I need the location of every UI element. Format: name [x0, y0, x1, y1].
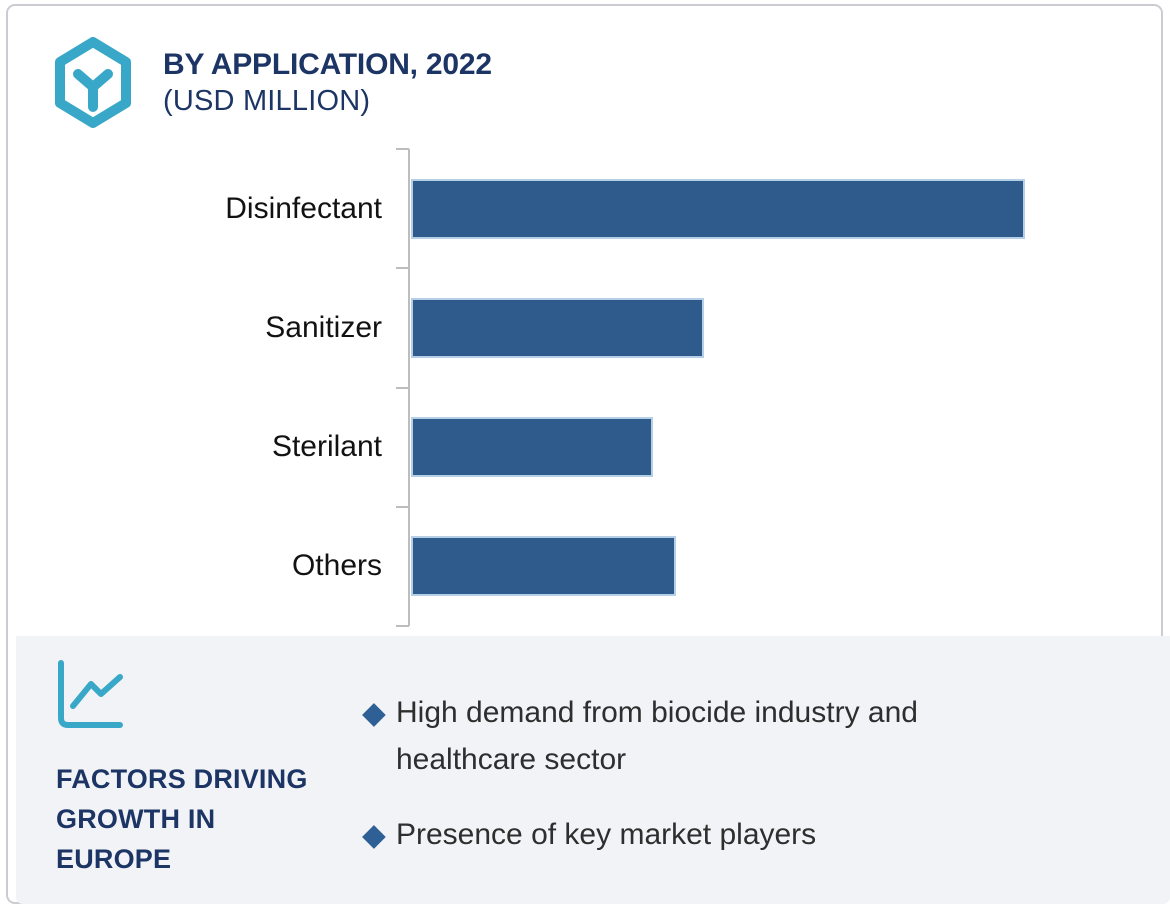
hexagon-cube-logo-icon — [55, 37, 131, 128]
factors-bullet-list: ◆ High demand from biocide industry and h… — [362, 689, 1052, 858]
category-label: Sanitizer — [265, 310, 382, 344]
axis-tick — [396, 505, 409, 508]
chart-header: BY APPLICATION, 2022 (USD MILLION) — [163, 46, 492, 119]
axis-tick — [396, 148, 409, 150]
bar-others — [411, 536, 676, 597]
axis-tick — [396, 386, 409, 389]
diamond-bullet-icon: ◆ — [362, 817, 386, 852]
y-axis-line — [408, 149, 410, 626]
axis-tick — [396, 267, 409, 270]
bar-sterilant — [411, 417, 653, 478]
factors-heading: FACTORS DRIVING GROWTH IN EUROPE — [56, 764, 308, 874]
factor-bullet: ◆ Presence of key market players — [362, 811, 1052, 858]
bar-disinfectant — [411, 178, 1025, 239]
category-label: Others — [291, 549, 382, 583]
factor-bullet-text: High demand from biocide industry and he… — [396, 696, 918, 776]
line-chart-icon — [58, 660, 123, 728]
infographic-card: BY APPLICATION, 2022 (USD MILLION) Disin… — [6, 4, 1170, 904]
factor-bullet: ◆ High demand from biocide industry and h… — [362, 689, 1052, 783]
diamond-bullet-icon: ◆ — [362, 695, 386, 730]
factors-panel — [16, 636, 1170, 904]
bar-chart: Disinfectant Sanitizer Sterilant Others — [8, 6, 1170, 636]
chart-subtitle: (USD MILLION) — [163, 85, 371, 117]
category-label: Sterilant — [271, 430, 382, 464]
factor-bullet-text: Presence of key market players — [396, 818, 817, 851]
axis-tick — [396, 625, 409, 627]
category-label: Disinfectant — [225, 191, 382, 225]
bar-sanitizer — [411, 297, 704, 358]
chart-title: BY APPLICATION, 2022 — [163, 48, 492, 81]
